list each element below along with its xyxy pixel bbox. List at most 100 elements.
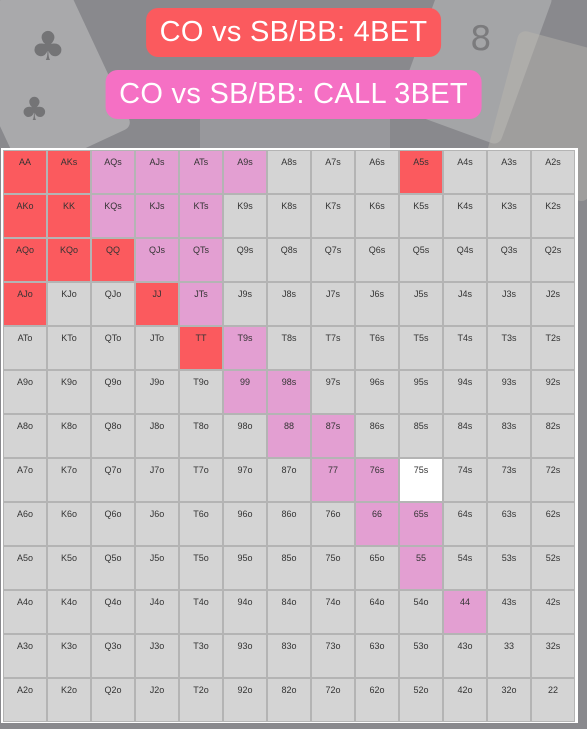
hand-cell-76s: 76s [355, 458, 399, 502]
hand-cell-t4o: T4o [179, 590, 223, 634]
hand-cell-85s: 85s [399, 414, 443, 458]
hand-cell-q5o: Q5o [91, 546, 135, 590]
hand-cell-j4s: J4s [443, 282, 487, 326]
hand-cell-93s: 93s [487, 370, 531, 414]
hand-cell-a8o: A8o [3, 414, 47, 458]
hand-cell-98o: 98o [223, 414, 267, 458]
hand-cell-k9s: K9s [223, 194, 267, 238]
title-4bet: CO vs SB/BB: 4BET [145, 8, 442, 57]
hand-cell-j6s: J6s [355, 282, 399, 326]
hand-cell-99: 99 [223, 370, 267, 414]
hand-cell-kto: KTo [47, 326, 91, 370]
hand-cell-kqs: KQs [91, 194, 135, 238]
hand-cell-97s: 97s [311, 370, 355, 414]
hand-cell-96o: 96o [223, 502, 267, 546]
hand-cell-q6o: Q6o [91, 502, 135, 546]
hand-cell-76o: 76o [311, 502, 355, 546]
hand-cell-t9o: T9o [179, 370, 223, 414]
hand-cell-kqo: KQo [47, 238, 91, 282]
hand-cell-t5o: T5o [179, 546, 223, 590]
hand-cell-k8s: K8s [267, 194, 311, 238]
hand-cell-jto: JTo [135, 326, 179, 370]
hand-cell-a3o: A3o [3, 634, 47, 678]
hand-cell-q7o: Q7o [91, 458, 135, 502]
hand-cell-a2s: A2s [531, 150, 575, 194]
hand-cell-k8o: K8o [47, 414, 91, 458]
hand-cell-43s: 43s [487, 590, 531, 634]
hand-cell-t6o: T6o [179, 502, 223, 546]
hand-cell-32o: 32o [487, 678, 531, 722]
hand-cell-74s: 74s [443, 458, 487, 502]
hand-cell-a6s: A6s [355, 150, 399, 194]
hand-cell-j3o: J3o [135, 634, 179, 678]
hand-cell-q8o: Q8o [91, 414, 135, 458]
hand-cell-k6o: K6o [47, 502, 91, 546]
hand-cell-a5o: A5o [3, 546, 47, 590]
hand-cell-66: 66 [355, 502, 399, 546]
hand-cell-22: 22 [531, 678, 575, 722]
hand-cell-42o: 42o [443, 678, 487, 722]
hand-cell-97o: 97o [223, 458, 267, 502]
hand-cell-t2s: T2s [531, 326, 575, 370]
hand-cell-k4s: K4s [443, 194, 487, 238]
playing-card-icon: ♣ ♣ [0, 0, 130, 175]
hand-cell-ako: AKo [3, 194, 47, 238]
hand-cell-tt: TT [179, 326, 223, 370]
hand-cell-98s: 98s [267, 370, 311, 414]
hand-cell-t2o: T2o [179, 678, 223, 722]
hand-cell-64o: 64o [355, 590, 399, 634]
hand-cell-q4s: Q4s [443, 238, 487, 282]
hand-cell-j7s: J7s [311, 282, 355, 326]
hand-cell-85o: 85o [267, 546, 311, 590]
hand-cell-j2o: J2o [135, 678, 179, 722]
hand-cell-52s: 52s [531, 546, 575, 590]
hand-cell-53s: 53s [487, 546, 531, 590]
hand-cell-94s: 94s [443, 370, 487, 414]
hand-cell-83s: 83s [487, 414, 531, 458]
svg-text:8: 8 [470, 19, 492, 59]
hand-cell-kjs: KJs [135, 194, 179, 238]
hand-cell-j9s: J9s [223, 282, 267, 326]
hand-cell-96s: 96s [355, 370, 399, 414]
hand-cell-k5o: K5o [47, 546, 91, 590]
hand-cell-72s: 72s [531, 458, 575, 502]
hand-cell-kk: KK [47, 194, 91, 238]
hand-cell-t3o: T3o [179, 634, 223, 678]
hand-cell-ajs: AJs [135, 150, 179, 194]
hand-cell-k7o: K7o [47, 458, 91, 502]
hand-cell-q4o: Q4o [91, 590, 135, 634]
hand-cell-54o: 54o [399, 590, 443, 634]
hand-cell-t3s: T3s [487, 326, 531, 370]
hand-cell-65o: 65o [355, 546, 399, 590]
hand-cell-aqs: AQs [91, 150, 135, 194]
hand-cell-94o: 94o [223, 590, 267, 634]
hand-cell-j5s: J5s [399, 282, 443, 326]
svg-text:♣: ♣ [30, 24, 66, 70]
hand-cell-q3s: Q3s [487, 238, 531, 282]
hand-cell-q2o: Q2o [91, 678, 135, 722]
hand-cell-92o: 92o [223, 678, 267, 722]
hand-cell-a7o: A7o [3, 458, 47, 502]
hand-cell-k4o: K4o [47, 590, 91, 634]
hand-cell-a9o: A9o [3, 370, 47, 414]
hand-cell-qto: QTo [91, 326, 135, 370]
hand-cell-aa: AA [3, 150, 47, 194]
hand-cell-a2o: A2o [3, 678, 47, 722]
hand-cell-k3s: K3s [487, 194, 531, 238]
hand-cell-j7o: J7o [135, 458, 179, 502]
hand-cell-k5s: K5s [399, 194, 443, 238]
hand-cell-q7s: Q7s [311, 238, 355, 282]
hand-cell-72o: 72o [311, 678, 355, 722]
hand-cell-ats: ATs [179, 150, 223, 194]
hand-cell-t8s: T8s [267, 326, 311, 370]
hand-cell-a4s: A4s [443, 150, 487, 194]
hand-cell-73s: 73s [487, 458, 531, 502]
hand-cell-a8s: A8s [267, 150, 311, 194]
hand-cell-55: 55 [399, 546, 443, 590]
hand-cell-a7s: A7s [311, 150, 355, 194]
hand-cell-86s: 86s [355, 414, 399, 458]
hand-cell-a3s: A3s [487, 150, 531, 194]
title-call-3bet: CO vs SB/BB: CALL 3BET [105, 70, 482, 119]
hand-cell-62s: 62s [531, 502, 575, 546]
hand-cell-t6s: T6s [355, 326, 399, 370]
